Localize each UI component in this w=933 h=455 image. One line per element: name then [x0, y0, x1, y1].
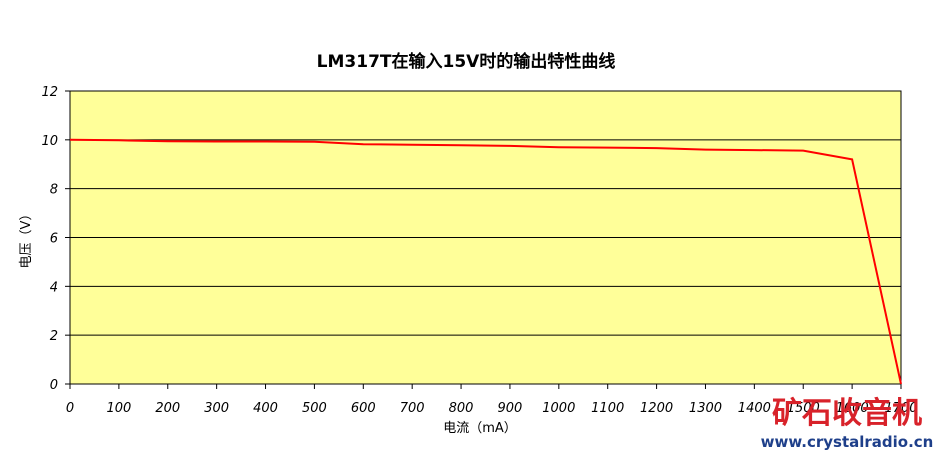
y-tick-label: 8: [50, 183, 58, 198]
watermark-logo-text: 矿石收音机: [772, 396, 922, 431]
watermark-url: www.crystalradio.cn: [761, 433, 933, 451]
x-tick-label: 400: [253, 401, 278, 416]
x-tick-label: 1400: [738, 401, 771, 416]
x-tick-label: 100: [106, 401, 131, 416]
y-tick-label: 0: [50, 378, 58, 393]
x-tick-label: 300: [204, 401, 229, 416]
x-tick-label: 1100: [591, 401, 624, 416]
x-tick-label: 500: [302, 401, 327, 416]
y-axis-label: 电压（V）: [19, 208, 34, 269]
y-tick-label: 10: [41, 134, 58, 149]
x-tick-label: 1500: [787, 401, 820, 416]
x-tick-label: 1700: [884, 401, 917, 416]
series-line: [69, 138, 902, 385]
x-tick-label: 1300: [689, 401, 722, 416]
x-axis-ticks: 0 100 200 300 400 500 600 700 800 900 1000 1100 1200…: [66, 384, 918, 416]
x-axis-label: 电流（mA）: [443, 421, 517, 436]
x-tick-label: 800: [449, 401, 474, 416]
x-tick-label: 600: [351, 401, 376, 416]
x-tick-label: 0: [66, 401, 74, 416]
x-tick-label: 900: [498, 401, 523, 416]
x-tick-label: 1000: [542, 401, 575, 416]
x-tick-label: 1600: [836, 401, 869, 416]
x-tick-label: 1200: [640, 401, 673, 416]
y-tick-label: 12: [41, 85, 58, 100]
watermark: 矿石收音机 www.crystalradio.cn: [761, 396, 933, 451]
gridlines: [70, 139, 901, 336]
y-tick-label: 2: [50, 329, 58, 344]
y-tick-label: 6: [50, 232, 58, 247]
y-tick-label: 4: [50, 280, 58, 295]
x-tick-label: 200: [155, 401, 180, 416]
chart-title: LM317T在输入15V时的输出特性曲线: [317, 51, 616, 72]
y-axis-ticks: 0 2 4 6 8 10 12: [41, 85, 70, 393]
x-tick-label: 700: [400, 401, 425, 416]
